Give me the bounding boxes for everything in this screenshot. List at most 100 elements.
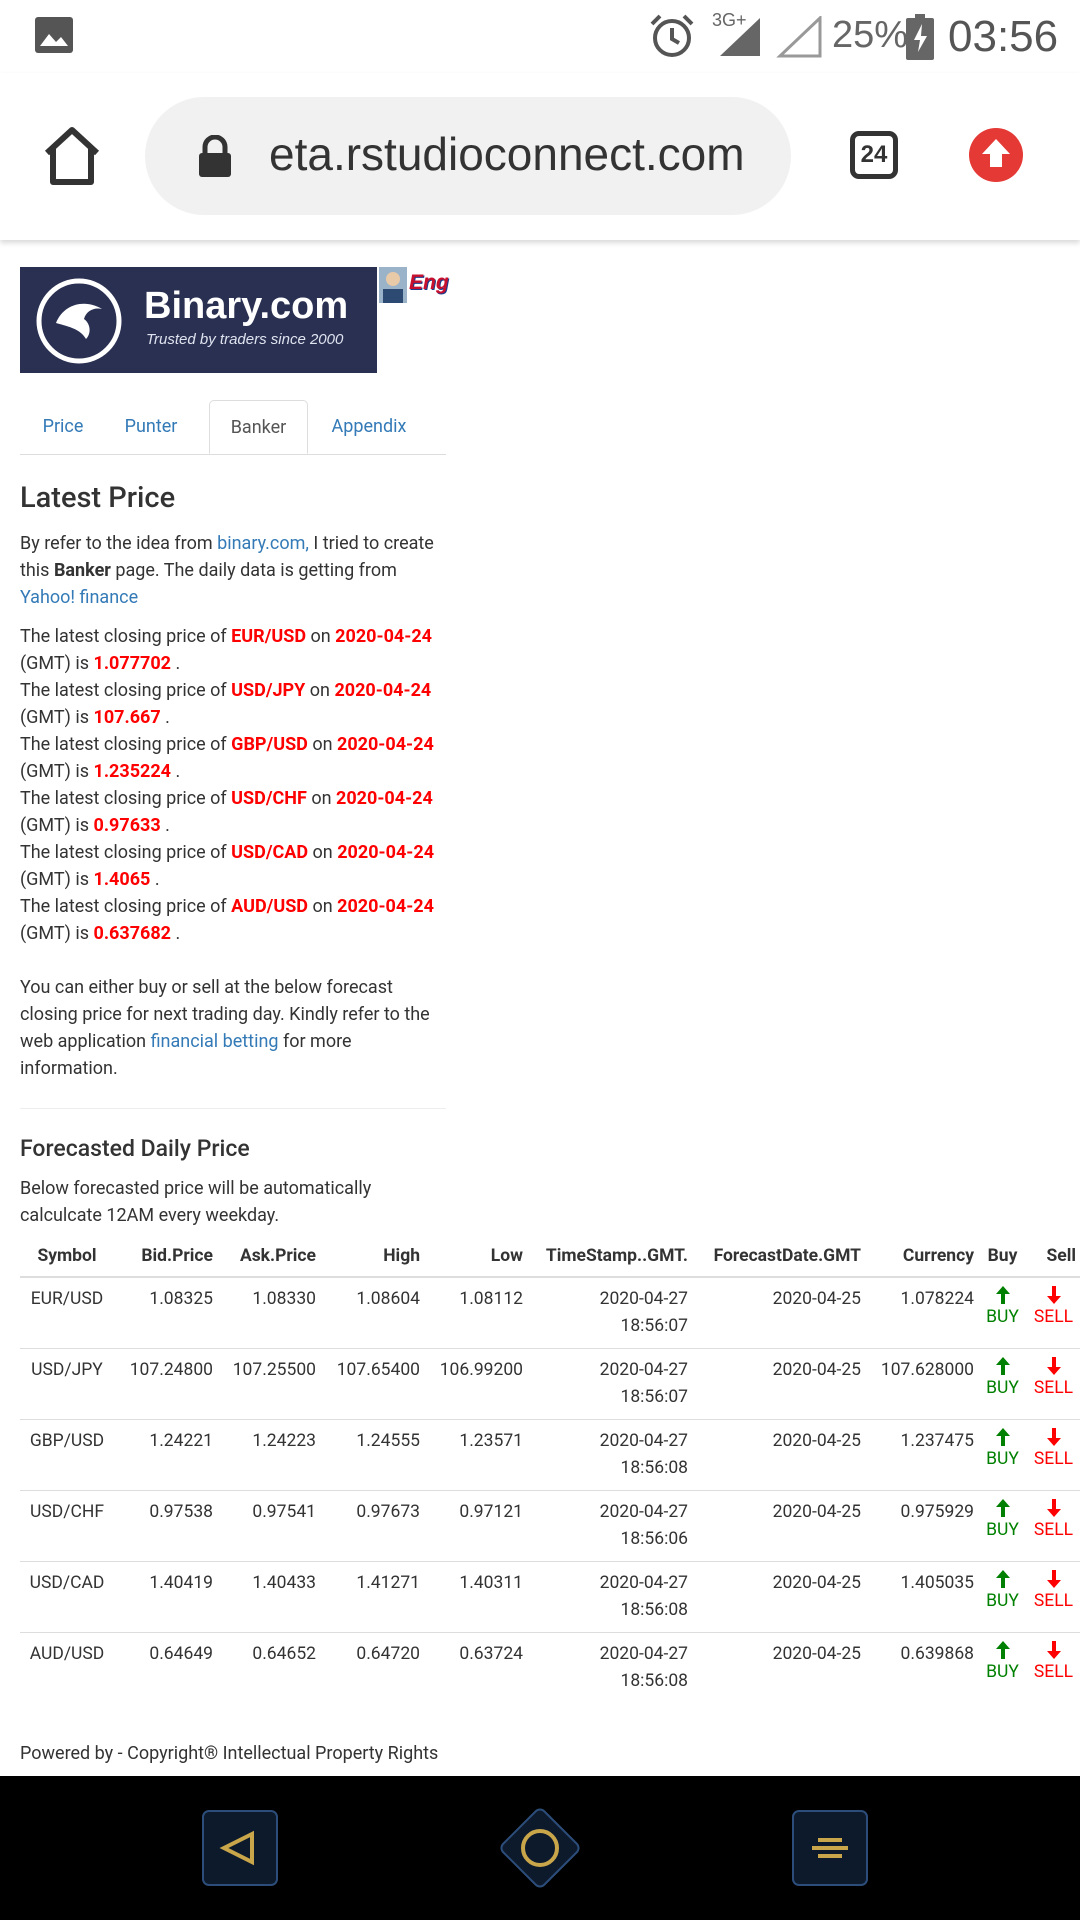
- tab-bar: Price Punter Banker Appendix: [20, 400, 446, 455]
- note-paragraph: You can either buy or sell at the below …: [20, 974, 446, 1082]
- symbol: USD/CAD: [231, 842, 309, 863]
- column-header: Symbol: [20, 1239, 114, 1278]
- buy-label[interactable]: BUY: [986, 1520, 1019, 1540]
- down-arrow: [1046, 1428, 1061, 1446]
- buy-cell[interactable]: BUY: [978, 1276, 1027, 1349]
- sell-cell[interactable]: SELL: [1027, 1632, 1080, 1703]
- lock-icon: [199, 135, 231, 177]
- address-bar[interactable]: eta.rstudioconnect.com: [145, 97, 791, 215]
- navigation-bar: [0, 1776, 1080, 1920]
- symbol: GBP/USD: [231, 734, 308, 755]
- table-row: USD/CAD 1.40419 1.40433 1.41271 1.40311 2020-…: [20, 1561, 1080, 1633]
- back-button[interactable]: [202, 1810, 278, 1886]
- buy-cell[interactable]: BUY: [978, 1490, 1027, 1562]
- gallery-icon: [35, 17, 73, 53]
- table-cell: 1.41271: [320, 1561, 424, 1633]
- timestamp: 2020-04-27 18:56:08: [599, 1573, 688, 1620]
- buy-label[interactable]: BUY: [986, 1449, 1019, 1469]
- table-cell: 1.078224: [865, 1276, 978, 1349]
- text: on: [308, 842, 338, 863]
- table-row: USD/CHF 0.97538 0.97541 0.97673 0.97121 2020-…: [20, 1490, 1080, 1562]
- sell-label[interactable]: SELL: [1033, 1449, 1074, 1469]
- symbol: USD/CHF: [231, 788, 307, 809]
- text: .: [150, 869, 160, 890]
- table-cell: 107.24800: [114, 1348, 217, 1420]
- sell-cell[interactable]: SELL: [1027, 1276, 1080, 1349]
- buy-label[interactable]: BUY: [986, 1662, 1019, 1682]
- down-arrow: [1046, 1570, 1061, 1588]
- sell-label[interactable]: SELL: [1033, 1307, 1074, 1327]
- tab[interactable]: Banker: [209, 400, 308, 454]
- clock: 03:56: [948, 12, 1059, 61]
- link[interactable]: binary.com,: [217, 533, 309, 554]
- date: 2020-04-24: [337, 896, 434, 917]
- sell-label[interactable]: SELL: [1033, 1591, 1074, 1611]
- page-content: Binary.com Trusted by traders since 2000…: [0, 240, 1080, 1776]
- table-cell: 1.24555: [320, 1419, 424, 1491]
- table-cell: EUR/USD: [20, 1276, 114, 1349]
- latest-price-line: The latest closing price of USD/CAD on 2…: [20, 839, 446, 893]
- menu-button[interactable]: [792, 1810, 868, 1886]
- tab[interactable]: Price: [42, 416, 84, 437]
- price: 1.235224: [93, 761, 172, 782]
- buy-label[interactable]: BUY: [986, 1591, 1019, 1611]
- down-arrow: [1046, 1286, 1061, 1304]
- column-header: TimeStamp..GMT.: [527, 1239, 692, 1278]
- header-row: Symbol Bid.Price Ask.Price High Low TimeStamp…: [20, 1239, 1080, 1278]
- buy-cell[interactable]: BUY: [978, 1632, 1027, 1703]
- buy-cell[interactable]: BUY: [978, 1419, 1027, 1491]
- battery-level: 25%: [832, 14, 909, 56]
- tab[interactable]: Punter: [124, 416, 178, 437]
- table-cell: 2020-04-25: [692, 1348, 865, 1420]
- sell-cell[interactable]: SELL: [1027, 1561, 1080, 1633]
- sell-cell[interactable]: SELL: [1027, 1490, 1080, 1562]
- update-button[interactable]: [968, 127, 1024, 183]
- date: 2020-04-24: [337, 734, 434, 755]
- column-header: Bid.Price: [114, 1239, 217, 1278]
- text: on: [306, 788, 337, 809]
- table-cell: 2020-04-25: [692, 1276, 865, 1349]
- sell-label[interactable]: SELL: [1033, 1662, 1074, 1682]
- column-header: Currency: [865, 1239, 978, 1278]
- table-row: USD/JPY 107.24800 107.25500 107.65400 106.99…: [20, 1348, 1080, 1420]
- table-cell: 1.08330: [217, 1276, 320, 1349]
- language-switch[interactable]: Eng: [379, 267, 449, 311]
- table-row: AUD/USD 0.64649 0.64652 0.64720 0.63724 2020-…: [20, 1632, 1080, 1703]
- sell-cell[interactable]: SELL: [1027, 1419, 1080, 1491]
- date: 2020-04-24: [336, 788, 433, 809]
- text: .: [171, 761, 181, 782]
- date: 2020-04-24: [334, 680, 432, 701]
- buy-label[interactable]: BUY: [986, 1378, 1019, 1398]
- price: 107.667: [93, 707, 161, 728]
- table-cell: 1.40311: [424, 1561, 527, 1633]
- table-cell: 0.639868: [865, 1632, 978, 1703]
- text: on: [306, 626, 336, 647]
- timestamp: 2020-04-27 18:56:06: [599, 1502, 688, 1549]
- home-nav-button[interactable]: [490, 1798, 590, 1898]
- text: The latest closing price of: [20, 842, 232, 863]
- sell-label[interactable]: SELL: [1033, 1378, 1074, 1398]
- link[interactable]: financial betting: [150, 1031, 279, 1052]
- buy-cell[interactable]: BUY: [978, 1348, 1027, 1420]
- sell-label[interactable]: SELL: [1033, 1520, 1074, 1540]
- date: 2020-04-24: [337, 842, 435, 863]
- buy-label[interactable]: BUY: [986, 1307, 1019, 1327]
- network-type: 3G+: [712, 10, 747, 30]
- text: You can either buy or sell at the below …: [20, 977, 430, 1052]
- table-cell: 2020-04-27 18:56:08: [527, 1419, 692, 1491]
- binary-logo[interactable]: Binary.com Trusted by traders since 2000: [20, 267, 377, 373]
- table-cell: 1.40433: [217, 1561, 320, 1633]
- buy-cell[interactable]: BUY: [978, 1561, 1027, 1633]
- tab-switcher[interactable]: 24: [850, 131, 898, 179]
- battery-icon: [906, 14, 934, 60]
- timestamp: 2020-04-27 18:56:08: [599, 1431, 688, 1478]
- down-arrow: [1046, 1641, 1061, 1659]
- tab[interactable]: Appendix: [331, 416, 407, 437]
- sell-cell[interactable]: SELL: [1027, 1348, 1080, 1420]
- home-button[interactable]: [42, 125, 102, 187]
- link[interactable]: Yahoo! finance: [20, 587, 139, 608]
- forecast-table: Symbol Bid.Price Ask.Price High Low TimeStamp…: [20, 1239, 1080, 1703]
- table-cell: 1.237475: [865, 1419, 978, 1491]
- text: .: [160, 815, 170, 836]
